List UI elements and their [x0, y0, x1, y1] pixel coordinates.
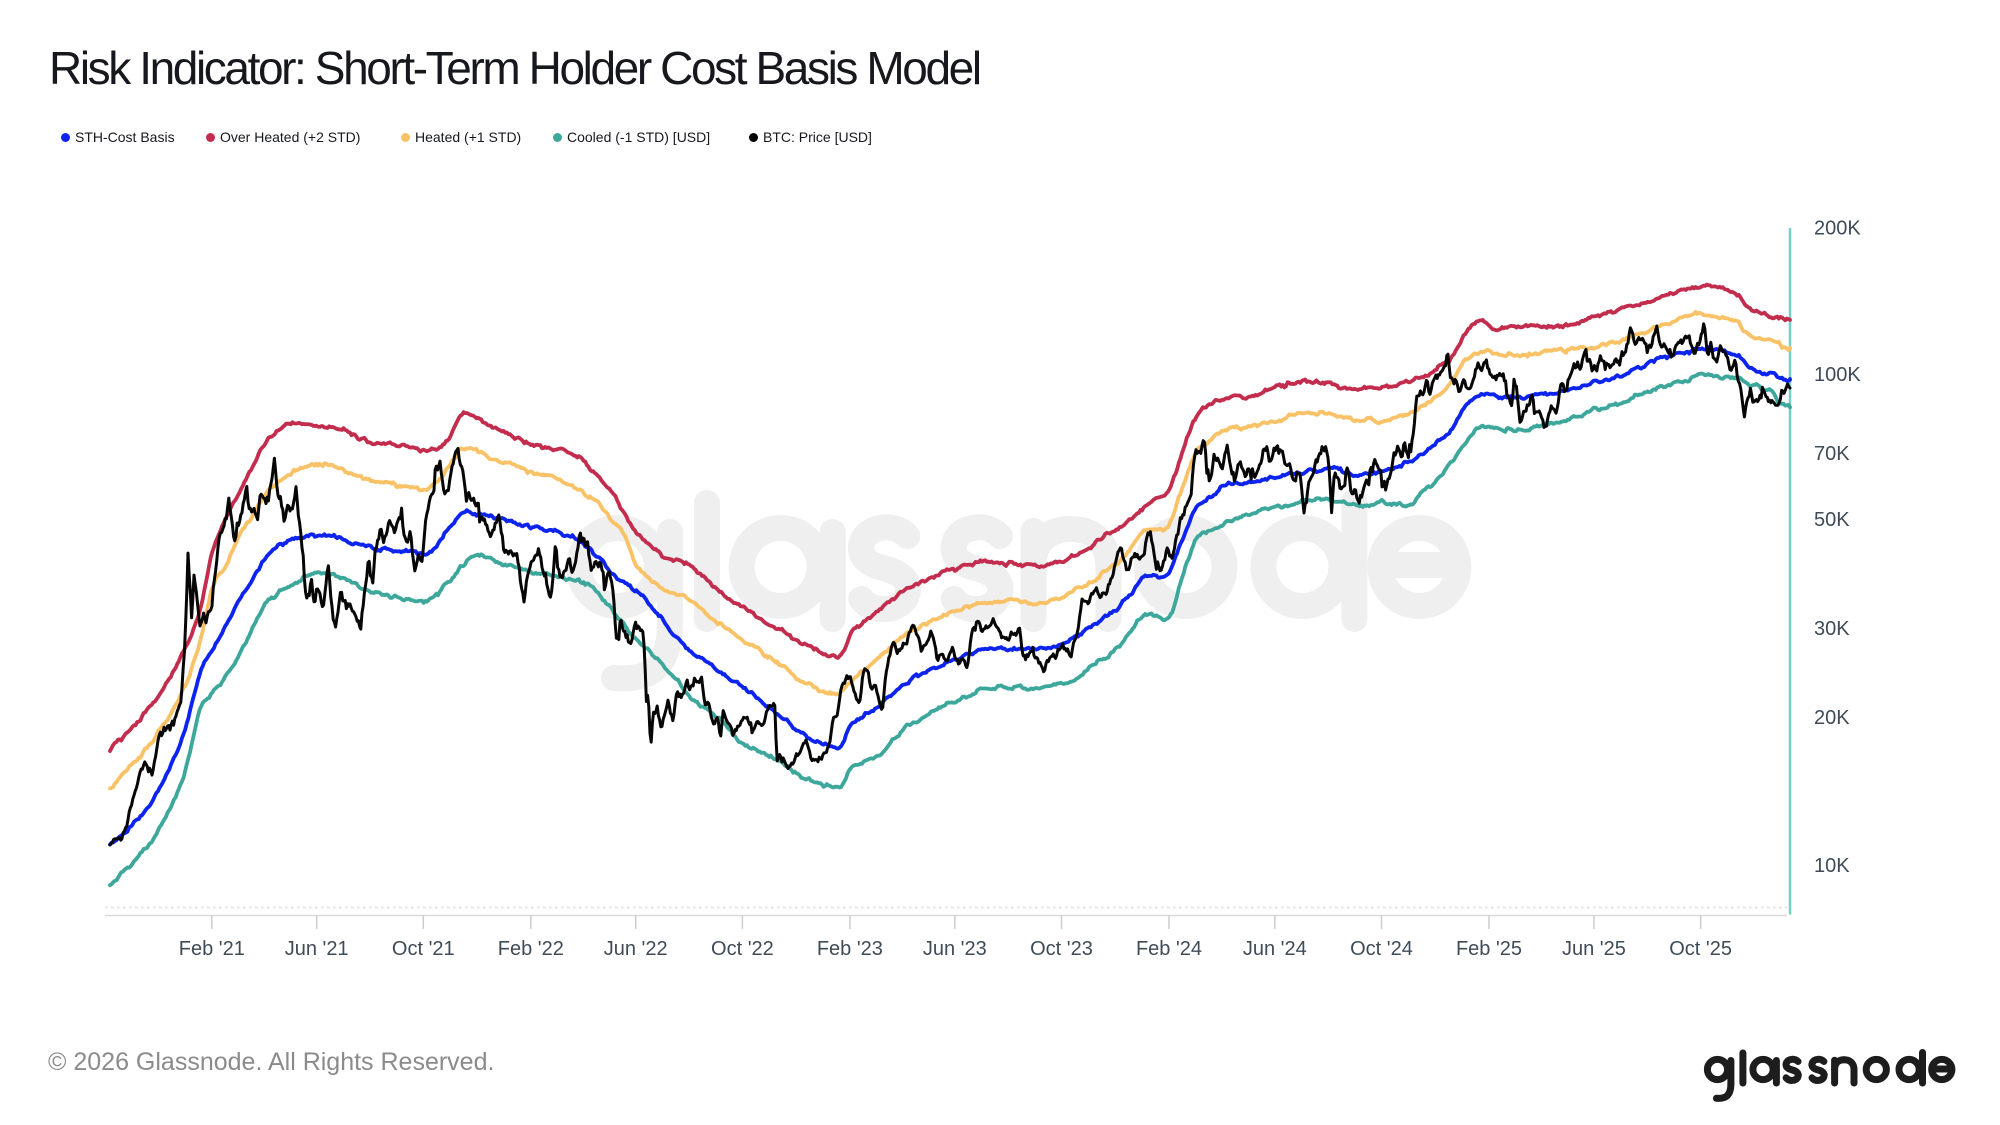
svg-text:Feb '25: Feb '25	[1456, 938, 1522, 960]
svg-text:Feb '21: Feb '21	[179, 938, 245, 960]
svg-text:100K: 100K	[1814, 364, 1861, 386]
svg-text:Feb '24: Feb '24	[1136, 938, 1202, 960]
svg-text:20K: 20K	[1814, 707, 1850, 729]
svg-text:Oct '23: Oct '23	[1030, 938, 1093, 960]
svg-text:70K: 70K	[1814, 443, 1850, 465]
svg-text:50K: 50K	[1814, 509, 1850, 531]
svg-text:Feb '22: Feb '22	[498, 938, 564, 960]
svg-text:Jun '22: Jun '22	[604, 938, 668, 960]
svg-text:10K: 10K	[1814, 855, 1850, 877]
svg-text:Oct '24: Oct '24	[1350, 938, 1413, 960]
svg-text:200K: 200K	[1814, 218, 1861, 240]
svg-text:Feb '23: Feb '23	[817, 938, 883, 960]
svg-text:Oct '21: Oct '21	[392, 938, 455, 960]
svg-text:Jun '25: Jun '25	[1562, 938, 1626, 960]
svg-text:Jun '23: Jun '23	[923, 938, 987, 960]
svg-text:Jun '24: Jun '24	[1243, 938, 1307, 960]
svg-text:Oct '22: Oct '22	[711, 938, 774, 960]
svg-text:Jun '21: Jun '21	[285, 938, 349, 960]
svg-text:30K: 30K	[1814, 618, 1850, 640]
svg-text:Oct '25: Oct '25	[1669, 938, 1732, 960]
